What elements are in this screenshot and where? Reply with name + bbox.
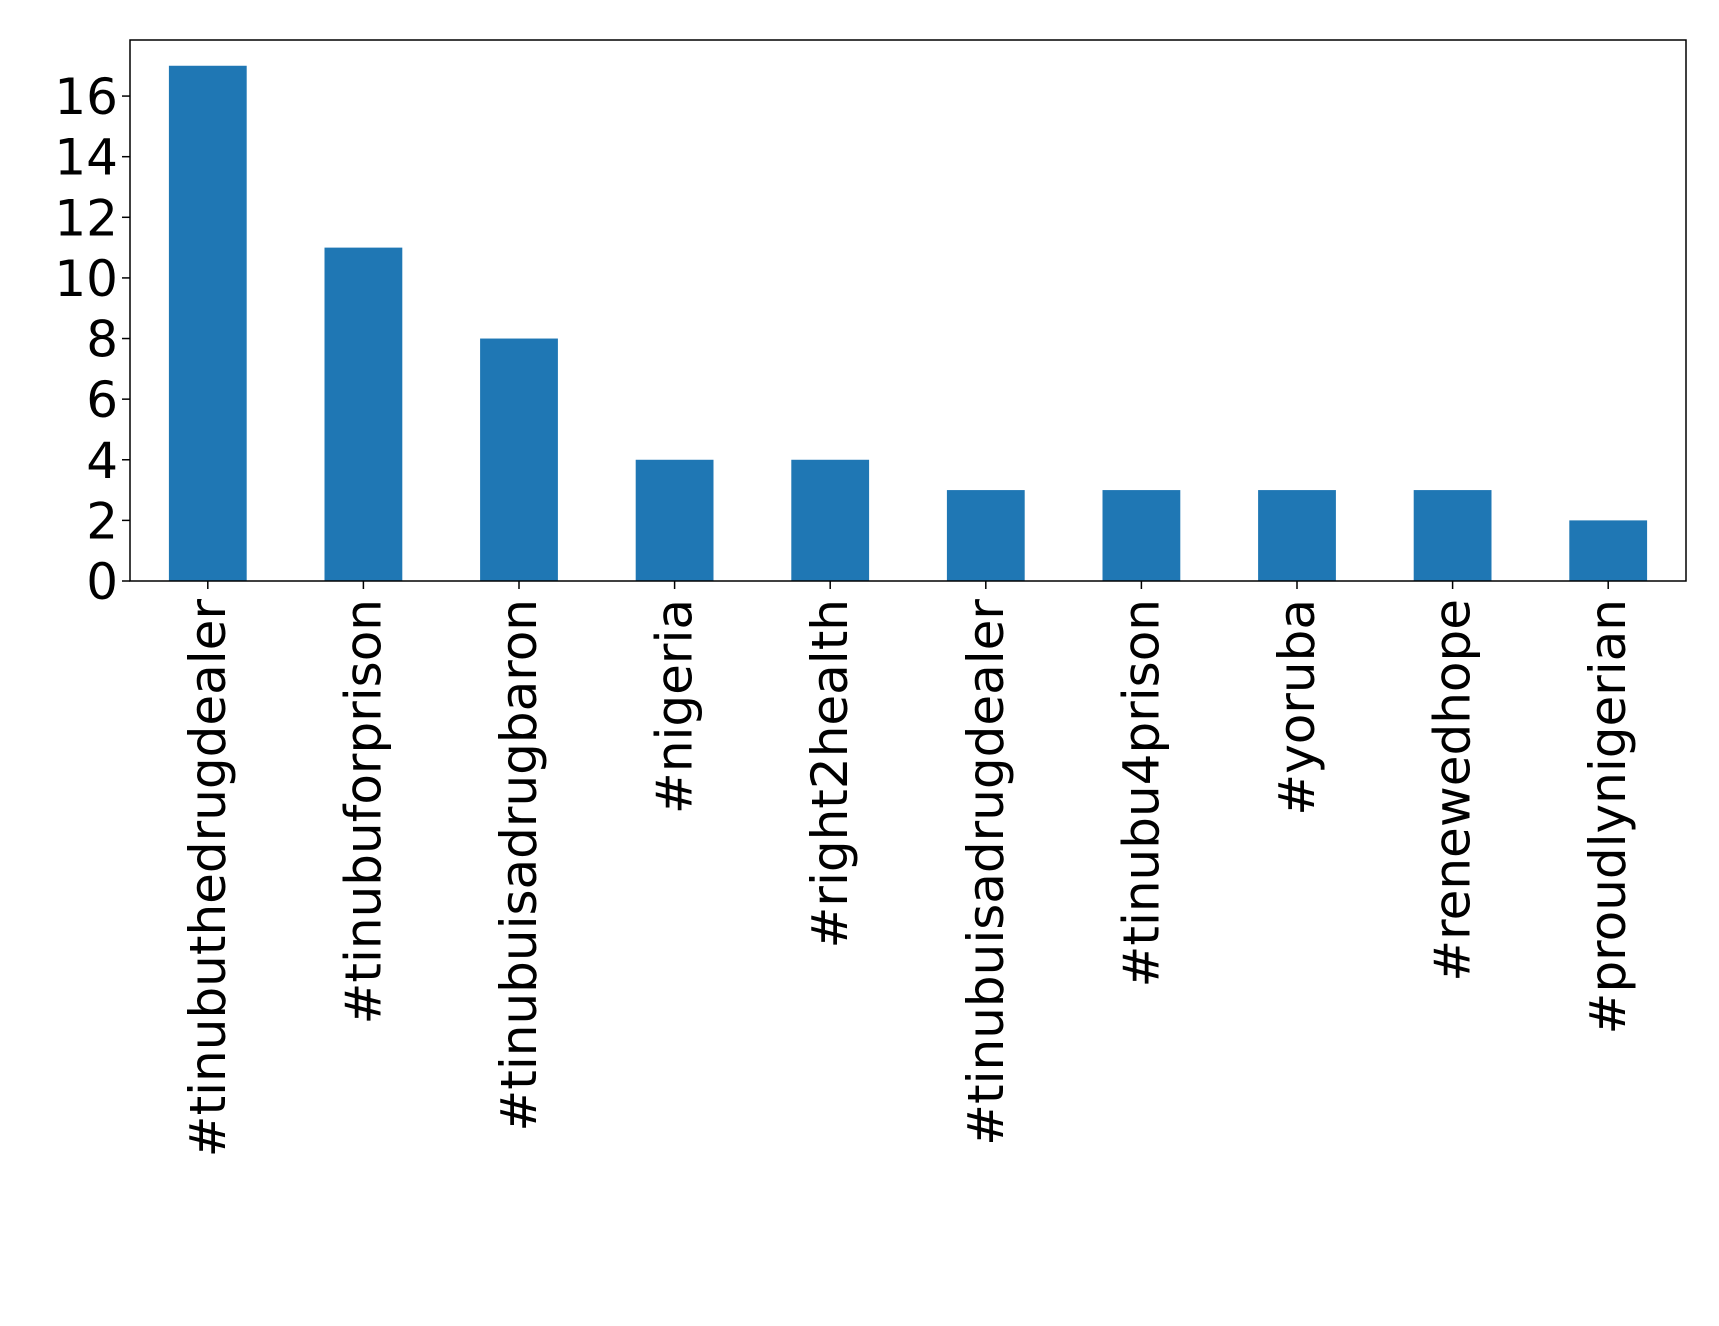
y-tick-label: 12 [54,189,118,247]
bar [1413,490,1492,581]
x-tick-label: #tinubuisadrugbaron [490,599,548,1132]
bar [946,490,1025,581]
y-tick-label: 8 [86,311,118,369]
y-tick-label: 0 [86,553,118,611]
y-tick-label: 10 [54,250,118,308]
bar [1569,520,1648,581]
bar [324,247,403,581]
x-tick-label: #tinubuforprison [334,599,392,1024]
bar [1102,490,1181,581]
y-tick-label: 16 [54,68,118,126]
y-tick-label: 6 [86,371,118,429]
x-tick-label: #proudlynigerian [1579,599,1637,1034]
x-tick-label: #yoruba [1268,599,1326,816]
y-tick-label: 14 [54,129,118,187]
plot-frame [129,39,1687,582]
bar [635,459,714,581]
bar [168,65,247,581]
bar [1258,490,1336,581]
x-tick-label: #renewedhope [1424,599,1482,982]
bar [480,338,558,581]
x-tick-label: #right2health [801,599,859,948]
bar [791,459,870,581]
x-tick-label: #tinubu4prison [1112,599,1170,988]
x-tick-label: #tinubuisadrugdealer [957,599,1015,1146]
y-tick-label: 4 [86,432,118,490]
x-tick-label: #nigeria [646,599,704,814]
y-tick-label: 2 [86,492,118,550]
x-tick-label: #tinubuthedrugdealer [179,599,237,1158]
bars-group [168,65,1648,581]
x-axis: #tinubuthedrugdealer #tinubuforprison #tin… [179,581,1637,1157]
